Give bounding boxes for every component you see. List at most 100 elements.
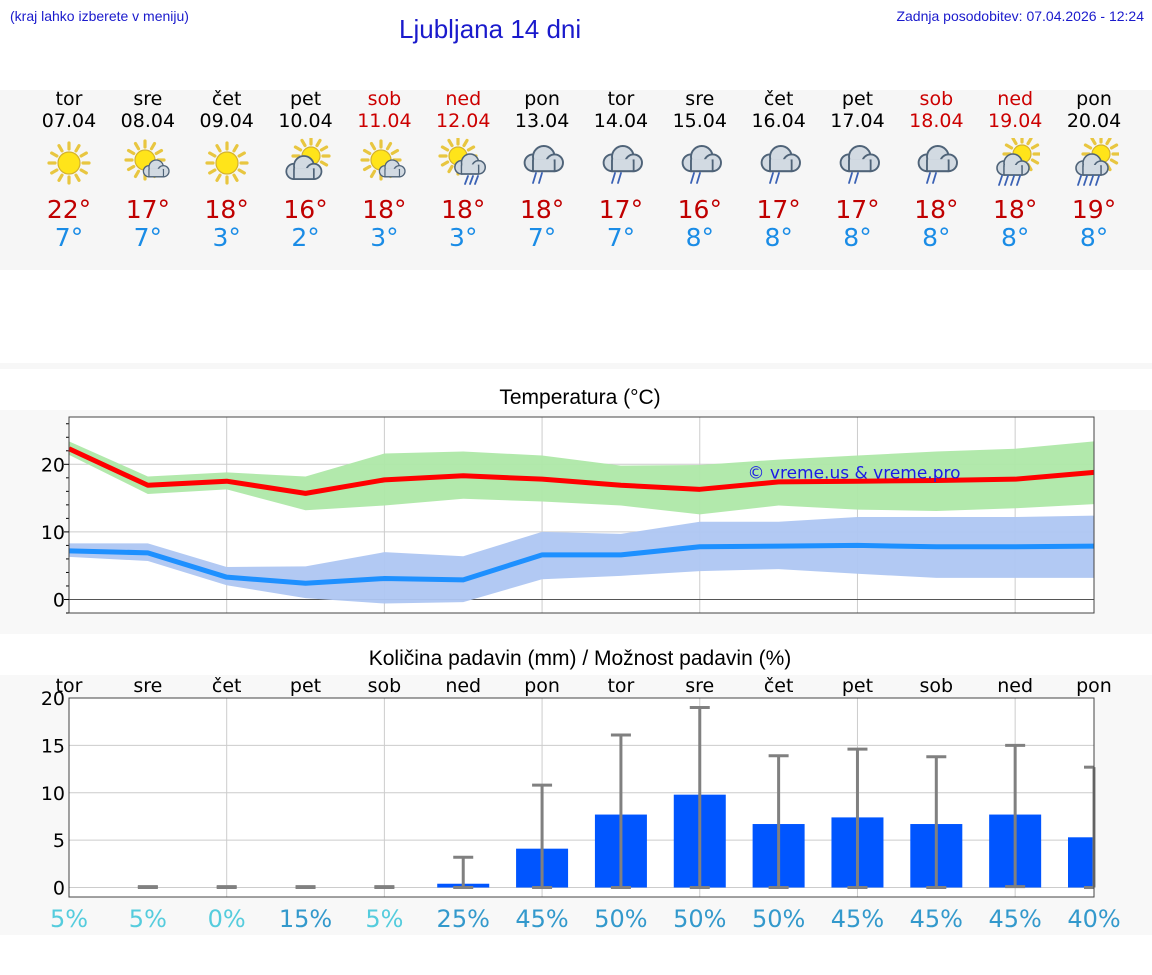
max-temp: 18° bbox=[441, 195, 486, 224]
day-name: čet bbox=[763, 88, 794, 110]
day-date: 09.04 bbox=[199, 110, 254, 132]
x-tick-label: sre bbox=[133, 676, 162, 697]
precip-probability: 5% bbox=[129, 905, 167, 933]
precip-probability: 45% bbox=[831, 905, 884, 933]
day-date: 16.04 bbox=[751, 110, 806, 132]
max-temp: 18° bbox=[993, 195, 1038, 224]
min-temp: 8° bbox=[843, 223, 872, 252]
watermark: © vreme.us & vreme.pro bbox=[747, 464, 960, 484]
max-temp: 17° bbox=[125, 195, 170, 224]
sun-heavy-rain-icon bbox=[996, 138, 1041, 186]
min-temp: 8° bbox=[685, 223, 714, 252]
precip-probability: 15% bbox=[279, 905, 332, 933]
forecast-day: pon 20.04 19° 8° bbox=[1054, 88, 1134, 252]
precip-probability: 45% bbox=[910, 905, 963, 933]
max-temp: 17° bbox=[756, 195, 801, 224]
day-name: tor bbox=[607, 88, 635, 110]
forecast-day: tor 14.04 17° 7° bbox=[581, 88, 661, 252]
precip-probability: 45% bbox=[988, 905, 1041, 933]
day-date: 10.04 bbox=[278, 110, 333, 132]
precip-plot-frame bbox=[68, 697, 1095, 898]
y-tick-label: 20 bbox=[41, 454, 65, 476]
cloud-rain-icon bbox=[681, 145, 722, 184]
precip-probability: 0% bbox=[208, 905, 246, 933]
day-date: 14.04 bbox=[593, 110, 649, 132]
day-date: 11.04 bbox=[357, 110, 412, 132]
day-name: pet bbox=[841, 88, 874, 110]
day-date: 07.04 bbox=[41, 110, 97, 132]
x-tick-label: sob bbox=[368, 676, 402, 697]
precip-probability: 25% bbox=[437, 905, 490, 933]
band-divider bbox=[0, 363, 1152, 369]
forecast-day: ned 19.04 18° 8° bbox=[975, 88, 1055, 252]
y-tick-label: 0 bbox=[53, 589, 65, 611]
min-temp: 7° bbox=[606, 223, 636, 252]
page-title: Ljubljana 14 dni bbox=[399, 14, 582, 44]
day-date: 17.04 bbox=[830, 110, 885, 132]
precip-probability: 5% bbox=[50, 905, 88, 933]
forecast-day: čet 09.04 18° 3° bbox=[187, 88, 267, 252]
location-hint: (kraj lahko izberete v meniju) bbox=[10, 8, 189, 24]
day-date: 19.04 bbox=[987, 110, 1043, 132]
precip-probability: 5% bbox=[365, 905, 403, 933]
min-temp: 3° bbox=[212, 223, 241, 252]
x-tick-label: pon bbox=[1076, 676, 1112, 697]
day-name: sre bbox=[133, 88, 163, 110]
sun-rain-icon bbox=[438, 138, 487, 185]
x-tick-label: tor bbox=[607, 676, 634, 697]
x-tick-label: tor bbox=[56, 676, 83, 697]
last-updated: Zadnja posodobitev: 07.04.2026 - 12:24 bbox=[896, 8, 1144, 24]
sun-heavy-rain-icon bbox=[1075, 138, 1120, 186]
forecast-day: pet 17.04 17° 8° bbox=[818, 88, 898, 252]
day-name: ned bbox=[997, 88, 1034, 110]
min-temp: 7° bbox=[527, 223, 557, 252]
max-temp: 18° bbox=[362, 195, 407, 224]
day-date: 13.04 bbox=[514, 110, 570, 132]
forecast-day: sob 11.04 18° 3° bbox=[344, 88, 424, 252]
day-name: pon bbox=[1076, 88, 1112, 110]
min-temp: 8° bbox=[764, 223, 793, 252]
y-tick-label: 20 bbox=[41, 688, 65, 710]
y-tick-label: 15 bbox=[41, 735, 65, 757]
sun-icon bbox=[47, 141, 91, 185]
temperature-chart: © vreme.us & vreme.pro 0 10 20 bbox=[41, 416, 1095, 614]
cloud-rain-icon bbox=[602, 145, 643, 184]
cloud-rain-icon bbox=[917, 145, 959, 184]
forecast-day: ned 12.04 18° 3° bbox=[423, 88, 503, 252]
sun-small-cloud-icon bbox=[360, 139, 407, 181]
max-temp: 18° bbox=[914, 195, 959, 224]
day-date: 12.04 bbox=[436, 110, 491, 132]
y-tick-label: 10 bbox=[41, 522, 65, 544]
precip-probability: 50% bbox=[752, 905, 805, 933]
cloud-rain-icon bbox=[523, 145, 565, 184]
forecast-day: pon 13.04 18° 7° bbox=[502, 88, 582, 252]
x-tick-label: čet bbox=[764, 676, 794, 697]
sun-icon bbox=[205, 141, 249, 185]
max-temp: 22° bbox=[46, 195, 92, 224]
day-name: čet bbox=[211, 88, 242, 110]
forecast-day: čet 16.04 17° 8° bbox=[739, 88, 819, 252]
forecast-day: tor 07.04 22° 7° bbox=[29, 88, 109, 252]
max-temp: 17° bbox=[835, 195, 880, 224]
max-temp: 18° bbox=[519, 195, 565, 224]
day-date: 08.04 bbox=[120, 110, 176, 132]
x-tick-label: ned bbox=[997, 676, 1033, 697]
max-temp: 19° bbox=[1071, 195, 1117, 224]
day-name: sob bbox=[367, 88, 402, 110]
max-temp-line bbox=[67, 446, 1095, 496]
max-temp: 18° bbox=[204, 195, 249, 224]
y-tick-label: 0 bbox=[53, 878, 65, 900]
temp-plot-frame bbox=[68, 416, 1095, 614]
precip-probability: 40% bbox=[1067, 905, 1120, 933]
day-date: 20.04 bbox=[1066, 110, 1122, 132]
min-temp: 8° bbox=[922, 223, 951, 252]
day-name: ned bbox=[445, 88, 482, 110]
forecast-day: sob 18.04 18° 8° bbox=[896, 88, 976, 252]
min-temp: 7° bbox=[133, 223, 163, 252]
day-name: pon bbox=[524, 88, 560, 110]
precip-probability: 50% bbox=[673, 905, 726, 933]
cloud-rain-icon bbox=[839, 145, 880, 184]
min-temp: 8° bbox=[1000, 223, 1030, 252]
precip-chart-title: Količina padavin (mm) / Možnost padavin … bbox=[368, 647, 792, 670]
cloud-sun-icon bbox=[284, 138, 331, 180]
